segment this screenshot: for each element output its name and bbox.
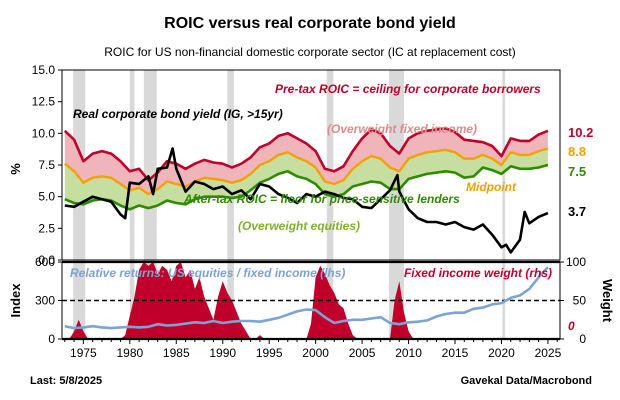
- y-tick-label: 5.0: [38, 190, 55, 204]
- y-tick-label-left: 0: [48, 332, 55, 346]
- y-axis-label-weight: Weight: [600, 279, 615, 323]
- y-axis-label-index: Index: [8, 283, 23, 318]
- annotation-0: Pre-tax ROIC = ceiling for corporate bor…: [275, 82, 541, 96]
- end-label-2: 7.5: [568, 164, 586, 179]
- bottom-annotation-2: 0: [568, 319, 575, 333]
- x-tick-label: 2010: [395, 346, 422, 360]
- bottom-annotation-1: Fixed income weight (rhs): [404, 266, 552, 280]
- recession-band-4: [326, 70, 334, 339]
- chart-subtitle: ROIC for US non-financial domestic corpo…: [104, 45, 516, 59]
- y-tick-label: 15.0: [32, 63, 56, 77]
- y-tick-label-left: 600: [35, 255, 55, 269]
- x-tick-label: 1995: [256, 346, 283, 360]
- area-fixed-income-weight: [64, 262, 548, 339]
- x-tick-label: 1985: [163, 346, 190, 360]
- annotation-5: (Overweight equities): [238, 219, 360, 233]
- recession-band-3: [227, 70, 234, 339]
- annotation-4: After-tax ROIC = floor for price-sensiti…: [183, 192, 460, 206]
- x-tick-label: 1975: [70, 346, 97, 360]
- annotation-1: Real corporate bond yield (IG, >15yr): [73, 107, 283, 121]
- y-tick-label-right: 50: [573, 294, 587, 308]
- y-tick-label-left: 300: [35, 294, 55, 308]
- line-pretax-roic: [63, 127, 549, 182]
- end-label-1: 8.8: [568, 144, 586, 159]
- bottom-annotation-0: Relative returns: US equities / fixed in…: [70, 266, 345, 280]
- annotation-3: Midpoint: [466, 180, 517, 194]
- annotation-2: (Overweight fixed income): [327, 122, 477, 136]
- x-tick-label: 1990: [209, 346, 236, 360]
- y-tick-label: 2.5: [38, 221, 55, 235]
- x-tick-label: 2000: [302, 346, 329, 360]
- y-tick-label: 12.5: [32, 95, 56, 109]
- y-tick-label-right: 0: [579, 332, 586, 346]
- chart-title: ROIC versus real corporate bond yield: [164, 15, 456, 32]
- y-axis-label-top: %: [8, 163, 23, 175]
- line-relative-returns: [64, 266, 549, 330]
- fill-overweight-equities: [64, 148, 548, 210]
- x-tick-label: 2005: [349, 346, 376, 360]
- x-tick-label: 2025: [535, 346, 562, 360]
- y-tick-label: 0.0: [38, 253, 55, 267]
- fill-overweight-fixed-income: [64, 128, 548, 195]
- x-tick-label: 2020: [488, 346, 515, 360]
- y-tick-label: 7.5: [38, 158, 55, 172]
- line-real-bond-yield: [64, 147, 549, 254]
- footer-date: Last: 5/8/2025: [30, 375, 102, 387]
- recession-band-5: [389, 70, 404, 339]
- footer-source: Gavekal Data/Macrobond: [461, 375, 592, 387]
- y-tick-label: 10.0: [32, 126, 56, 140]
- x-tick-label: 2015: [442, 346, 469, 360]
- end-label-0: 10.2: [568, 125, 593, 140]
- line-midpoint: [64, 147, 549, 196]
- recession-band-6: [502, 70, 506, 339]
- line-aftertax-roic: [64, 163, 549, 211]
- y-tick-label-right: 100: [566, 255, 586, 269]
- x-tick-label: 1980: [116, 346, 143, 360]
- end-label-3: 3.7: [568, 204, 586, 219]
